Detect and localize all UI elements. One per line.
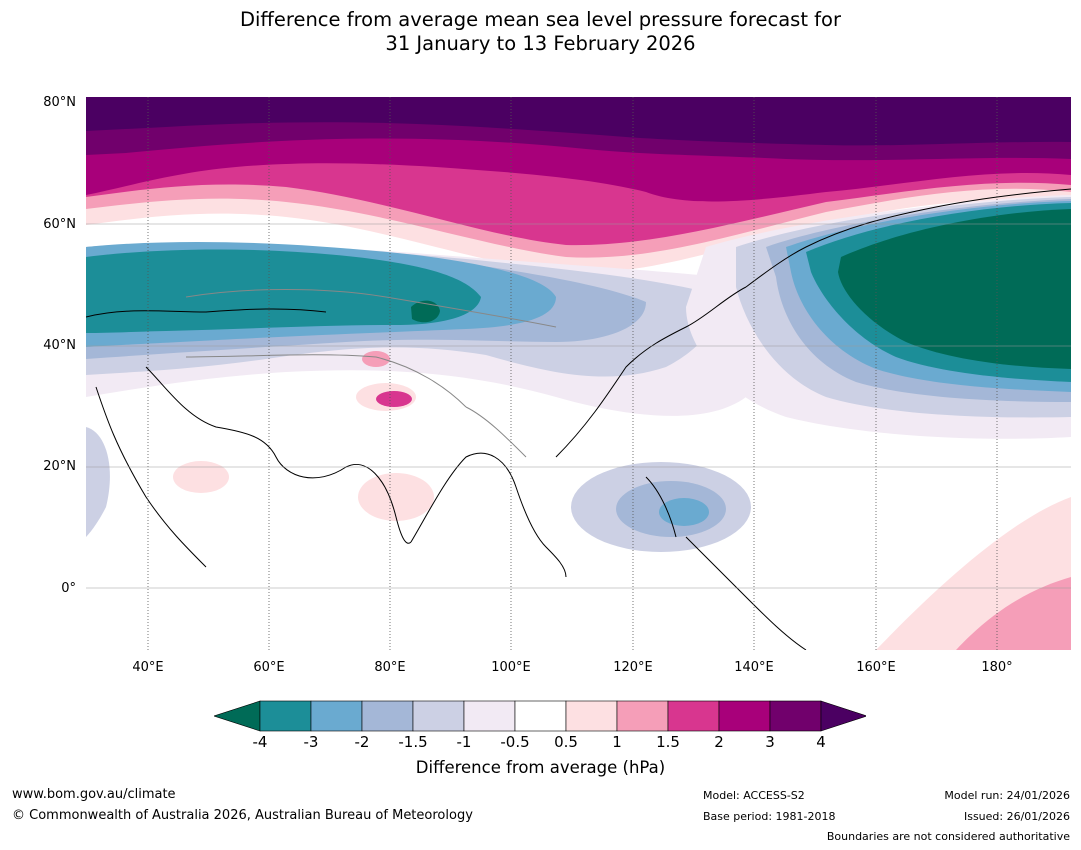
lat-label-40n: 40°N: [43, 338, 76, 353]
colorbar-extend-low: [214, 700, 261, 732]
graticule: [147, 97, 998, 650]
lon-label-140e: 140°E: [734, 660, 774, 675]
colorbar-swatch: [361, 700, 414, 732]
colorbar-swatch: [718, 700, 771, 732]
lat-label-20n: 20°N: [43, 459, 76, 474]
colorbar-tick-label: -0.5: [500, 733, 530, 751]
pos-arabia: [173, 461, 229, 493]
colorbar-swatch: [667, 700, 720, 732]
base-period: Base period: 1981-2018: [703, 810, 836, 823]
colorbar: [214, 700, 866, 732]
colorbar-swatch: [514, 700, 567, 732]
model-info: Model: ACCESS-S2: [703, 789, 805, 802]
colorbar-swatch: [412, 700, 465, 732]
lon-label-120e: 120°E: [613, 660, 653, 675]
model-run: Model run: 24/01/2026: [944, 789, 1070, 802]
colorbar-swatch: [463, 700, 516, 732]
colorbar-tick-label: 3: [765, 733, 775, 751]
pos-south-pacific-core: [956, 577, 1071, 650]
pos-tibet-core: [376, 391, 412, 407]
title-line-1: Difference from average mean sea level p…: [240, 8, 841, 31]
neg-band-4-asia: [411, 300, 440, 323]
colorbar-tick-label: 1: [612, 733, 622, 751]
pressure-anomaly-map: [86, 97, 1071, 650]
coastlines: [86, 188, 1071, 650]
colorbar-swatch: [616, 700, 669, 732]
colorbar-label: Difference from average (hPa): [415, 758, 666, 777]
colorbar-swatch: [769, 700, 822, 732]
lat-label-60n: 60°N: [43, 217, 76, 232]
colorbar-extend-high: [820, 700, 866, 732]
colorbar-tick-label: 1.5: [656, 733, 680, 751]
colorbar-swatch: [259, 700, 312, 732]
lat-lines: [86, 223, 1071, 589]
lat-label-80n: 80°N: [43, 95, 76, 110]
lon-label-80e: 80°E: [374, 660, 406, 675]
colorbar-tick-label: -1: [456, 733, 472, 751]
lon-label-180: 180°: [981, 660, 1013, 675]
lon-label-100e: 100°E: [491, 660, 531, 675]
title-line-2: 31 January to 13 February 2026: [385, 32, 696, 55]
colorbar-tick-label: -1.5: [398, 733, 428, 751]
colorbar-tick-label: 4: [816, 733, 826, 751]
colorbar-tick-label: 2: [714, 733, 724, 751]
colorbar-tick-label: -4: [252, 733, 268, 751]
colorbar-swatch: [565, 700, 618, 732]
neg-band-4-pacific: [838, 209, 1071, 369]
lon-label-60e: 60°E: [253, 660, 285, 675]
website-link[interactable]: www.bom.gov.au/climate: [12, 787, 176, 802]
colorbar-tick-label: -2: [354, 733, 370, 751]
copyright: © Commonwealth of Australia 2026, Austra…: [12, 808, 473, 823]
borders: [185, 289, 557, 458]
neg-west-africa: [86, 427, 110, 537]
map-svg: [86, 97, 1071, 650]
map-title: Difference from average mean sea level p…: [0, 8, 1081, 56]
pos-india: [358, 473, 434, 521]
disclaimer: Boundaries are not considered authoritat…: [826, 830, 1070, 843]
pos-himalaya: [362, 351, 390, 367]
issued-date: Issued: 26/01/2026: [963, 810, 1070, 823]
colorbar-tick-label: -3: [303, 733, 319, 751]
colorbar-swatch: [310, 700, 363, 732]
pos-band-4: [86, 97, 1071, 146]
lon-label-160e: 160°E: [856, 660, 896, 675]
colorbar-tick-label: 0.5: [554, 733, 578, 751]
neg-blob-philippines-core: [659, 498, 709, 526]
lon-label-40e: 40°E: [132, 660, 164, 675]
lat-label-0: 0°: [61, 581, 76, 596]
